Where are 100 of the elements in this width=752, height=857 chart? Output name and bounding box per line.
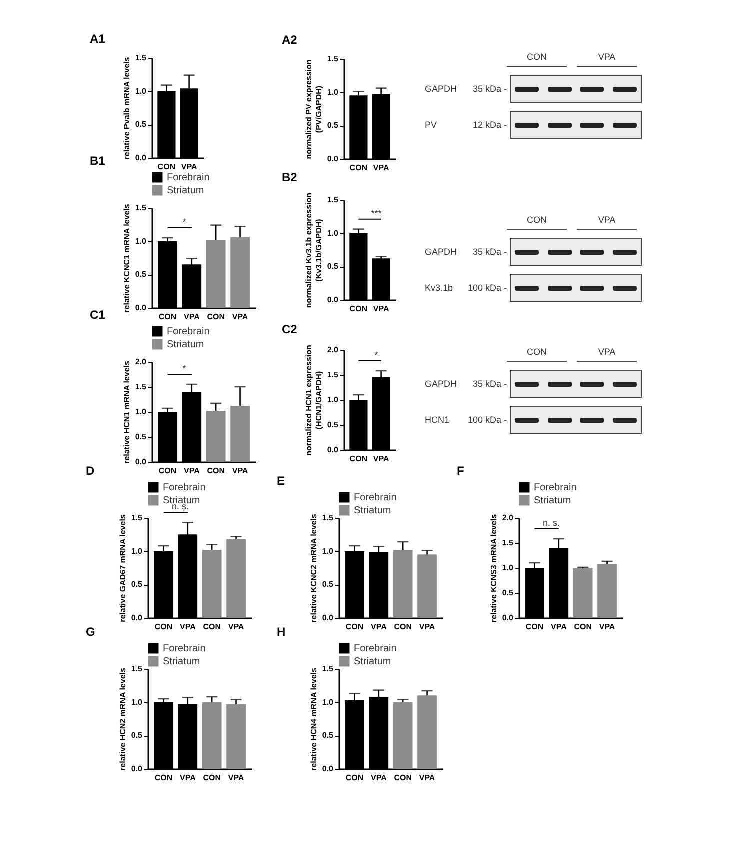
- y-tick-label: 0.5: [327, 262, 340, 272]
- x-tick-label: CON: [158, 312, 177, 322]
- legend-label: Striatum: [167, 186, 204, 196]
- y-tick-label: 1.0: [135, 408, 148, 416]
- y-tick-label: 0.5: [135, 270, 148, 280]
- x-tick-label: VPA: [232, 466, 248, 476]
- y-tick-label: 1.0: [135, 236, 148, 246]
- y-tick-label: 2.0: [135, 358, 148, 366]
- text: HCN1: [425, 415, 451, 425]
- chart-title: C1: [90, 308, 106, 322]
- text: 12 kDa -: [472, 120, 508, 130]
- y-tick-label: 1.5: [131, 514, 144, 522]
- x-tick-label: CON: [158, 162, 176, 172]
- text: VPA: [577, 347, 637, 362]
- y-tick-label: 1.0: [322, 546, 334, 556]
- x-tick-label: CON: [350, 164, 368, 172]
- x-tick-label: CON: [207, 312, 226, 322]
- legend-label: Forebrain: [534, 482, 577, 494]
- chart-title: D: [86, 464, 95, 478]
- y-tick-label: 0.0: [327, 296, 340, 304]
- y-tick-label: 1.5: [327, 370, 340, 380]
- y-tick-label: 0.5: [502, 588, 514, 598]
- legend-label: Striatum: [534, 496, 572, 506]
- legend-label: Forebrain: [354, 492, 397, 504]
- x-tick-label: CON: [574, 622, 592, 632]
- y-axis-title: relative KCNC1 mRNA levels: [122, 204, 132, 313]
- y-tick-label: 1.5: [322, 664, 334, 674]
- y-tick-label: 1.5: [131, 664, 144, 674]
- x-tick-label: CON: [394, 774, 412, 782]
- legend-label: Striatum: [354, 506, 392, 516]
- x-tick-label: VPA: [370, 622, 388, 632]
- x-tick-label: VPA: [228, 622, 244, 632]
- y-axis-title: normalized HCN1 expression (HCN1/GAPDH): [304, 345, 324, 456]
- bar: [230, 406, 250, 462]
- y-tick-label: 1.5: [135, 54, 148, 62]
- y-tick-label: 1.0: [327, 396, 340, 404]
- y-tick-label: 0.0: [135, 304, 148, 312]
- y-tick-label: 0.0: [135, 154, 148, 162]
- text: GAPDH: [425, 247, 458, 257]
- x-tick-label: VPA: [419, 774, 436, 782]
- y-tick-label: 0.0: [327, 154, 340, 164]
- chart-title: F: [457, 464, 464, 478]
- y-tick-label: 2.0: [502, 514, 514, 522]
- y-tick-label: 1.0: [131, 546, 144, 556]
- text: 100 kDa -: [466, 415, 508, 425]
- x-tick-label: VPA: [419, 622, 436, 632]
- annotation: ***: [371, 208, 382, 218]
- y-tick-label: 1.0: [131, 698, 144, 707]
- text: VPA: [577, 215, 637, 230]
- x-tick-label: VPA: [180, 774, 196, 782]
- x-tick-label: VPA: [184, 312, 200, 322]
- x-tick-label: VPA: [373, 164, 390, 172]
- legend-label: Forebrain: [163, 482, 206, 494]
- x-tick-label: CON: [158, 466, 177, 476]
- x-tick-label: CON: [154, 622, 173, 632]
- y-tick-label: 0.5: [322, 731, 334, 740]
- x-tick-label: VPA: [180, 622, 196, 632]
- legend-label: Striatum: [167, 340, 204, 350]
- text: PV: [425, 120, 438, 130]
- x-tick-label: VPA: [232, 312, 248, 322]
- bar: [418, 696, 437, 769]
- y-tick-label: 1.0: [322, 698, 334, 707]
- bar: [598, 564, 617, 618]
- text: CON: [507, 52, 567, 67]
- y-tick-label: 0.5: [327, 121, 340, 130]
- bar: [573, 568, 593, 618]
- text: 100 kDa -: [466, 283, 508, 293]
- annotation: *: [374, 350, 379, 360]
- legend-label: Forebrain: [163, 644, 206, 654]
- x-tick-label: VPA: [550, 622, 568, 632]
- y-axis-title: normalized Kv3.1b expression (Kv3.1b/GAPDH): [304, 192, 324, 308]
- y-tick-label: 1.0: [502, 564, 514, 572]
- legend-label: Forebrain: [167, 326, 210, 338]
- text: VPA: [577, 52, 637, 67]
- annotation: *: [182, 364, 187, 374]
- x-tick-label: VPA: [370, 774, 388, 782]
- text: CON: [507, 347, 567, 362]
- text: 35 kDa -: [472, 84, 508, 94]
- y-tick-label: 0.5: [135, 120, 148, 130]
- y-tick-label: 0.0: [131, 614, 144, 622]
- y-axis-title: relative HCN1 mRNA levels: [122, 360, 132, 464]
- y-tick-label: 0.0: [322, 764, 334, 774]
- text: 35 kDa -: [472, 247, 508, 257]
- x-tick-label: CON: [346, 622, 364, 632]
- y-axis-title: relative KCNS3 mRNA levels: [489, 514, 498, 623]
- y-tick-label: 1.5: [327, 196, 340, 204]
- y-axis-title: normalized PV expression (PV/GAPDH): [304, 60, 324, 160]
- y-tick-label: 0.5: [131, 580, 144, 590]
- y-tick-label: 1.0: [327, 88, 340, 97]
- y-tick-label: 1.0: [327, 228, 340, 238]
- y-tick-label: 0.0: [135, 458, 148, 466]
- bar: [230, 237, 250, 308]
- text: 35 kDa -: [472, 379, 508, 389]
- y-tick-label: 0.5: [135, 432, 148, 442]
- chart-title: G: [86, 625, 96, 639]
- bar: [202, 550, 222, 618]
- x-tick-label: CON: [346, 774, 364, 782]
- x-tick-label: CON: [526, 622, 544, 632]
- x-tick-label: CON: [203, 622, 222, 632]
- y-tick-label: 1.5: [327, 54, 340, 64]
